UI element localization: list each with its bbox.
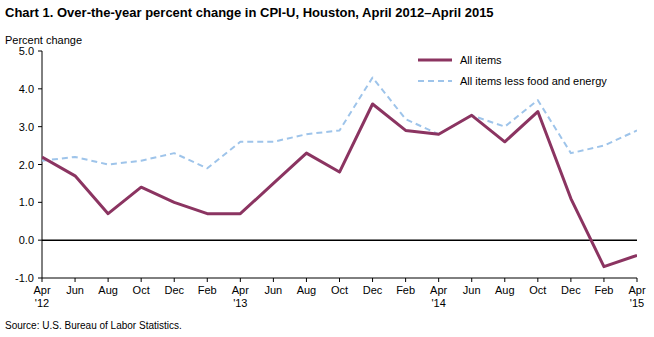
y-tick-label: 5.0: [19, 45, 34, 57]
plot-area: [42, 77, 637, 266]
x-tick: [405, 278, 406, 282]
x-tick-label: Feb: [396, 284, 415, 296]
x-tick-label: Oct: [331, 284, 348, 296]
x-tick: [438, 278, 439, 282]
x-tick: [273, 278, 274, 282]
x-tick: [372, 278, 373, 282]
y-axis-label: Percent change: [5, 34, 82, 46]
x-tick-label: Aug: [495, 284, 515, 296]
legend-label: All items less food and energy: [460, 75, 607, 87]
x-tick: [603, 278, 604, 282]
x-tick-label: Aug: [297, 284, 317, 296]
x-tick: [42, 278, 43, 282]
x-tick: [207, 278, 208, 282]
source: Source: U.S. Bureau of Labor Statistics.: [5, 320, 182, 331]
legend-swatch: [418, 59, 452, 62]
x-tick: [537, 278, 538, 282]
x-tick-label: Oct: [529, 284, 546, 296]
x-tick-label: Apr'12: [33, 284, 50, 309]
x-tick-label: Apr'14: [430, 284, 447, 309]
x-tick-label: Dec: [164, 284, 184, 296]
zero-line: [42, 239, 637, 241]
x-tick-label: Aug: [98, 284, 118, 296]
y-tick: [38, 240, 42, 241]
x-tick-label: Jun: [463, 284, 481, 296]
y-tick-label: 0.0: [19, 234, 34, 246]
x-tick: [339, 278, 340, 282]
y-tick: [38, 278, 42, 279]
x-tick: [75, 278, 76, 282]
chart: Chart 1. Over-the-year percent change in…: [0, 0, 654, 337]
x-tick: [174, 278, 175, 282]
y-tick-label: -1.0: [15, 272, 34, 284]
y-tick: [38, 202, 42, 203]
x-tick: [570, 278, 571, 282]
x-tick-label: Feb: [594, 284, 613, 296]
y-tick: [38, 164, 42, 165]
series-line: [42, 77, 637, 168]
x-tick-label: Jun: [265, 284, 283, 296]
legend-swatch: [418, 80, 452, 82]
x-tick: [637, 278, 638, 282]
x-tick-label: Jun: [66, 284, 84, 296]
y-tick: [38, 88, 42, 89]
x-tick-label: Dec: [561, 284, 581, 296]
x-tick: [471, 278, 472, 282]
legend-label: All items: [460, 54, 502, 66]
x-tick: [141, 278, 142, 282]
x-tick-label: Feb: [198, 284, 217, 296]
title: Chart 1. Over-the-year percent change in…: [5, 5, 494, 20]
y-tick-label: 3.0: [19, 121, 34, 133]
x-tick: [504, 278, 505, 282]
y-tick: [38, 51, 42, 52]
y-tick-label: 4.0: [19, 83, 34, 95]
x-tick: [240, 278, 241, 282]
x-tick-label: Dec: [363, 284, 383, 296]
x-tick-label: Oct: [133, 284, 150, 296]
y-tick-label: 1.0: [19, 196, 34, 208]
y-tick: [38, 126, 42, 127]
series-line: [42, 104, 637, 267]
x-tick: [306, 278, 307, 282]
x-tick: [108, 278, 109, 282]
x-tick-label: Apr'13: [232, 284, 249, 309]
x-tick-label: Apr'15: [628, 284, 645, 309]
y-tick-label: 2.0: [19, 159, 34, 171]
